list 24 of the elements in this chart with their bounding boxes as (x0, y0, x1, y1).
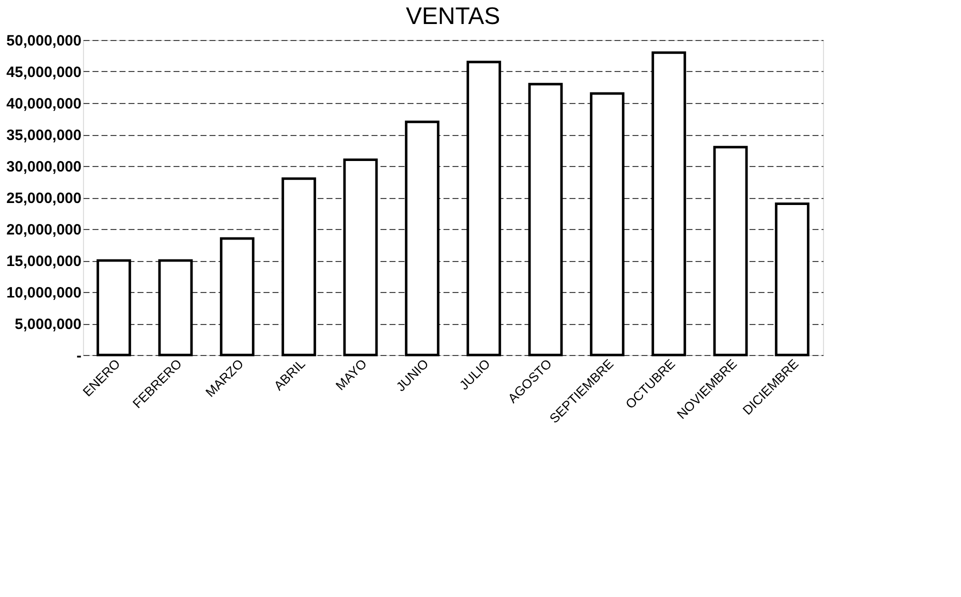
y-tick-label: 30,000,000 (6, 158, 82, 176)
bar (343, 158, 378, 356)
y-tick-label: 20,000,000 (6, 222, 82, 238)
y-tick-label: 40,000,000 (6, 96, 82, 112)
bar (590, 92, 624, 356)
bar (713, 146, 748, 356)
y-tick-label: 10,000,000 (6, 284, 82, 302)
y-tick-label: 35,000,000 (6, 127, 82, 144)
bar (282, 177, 316, 356)
bar (652, 51, 686, 356)
bar (96, 259, 132, 356)
y-tick-label: 45,000,000 (6, 64, 82, 81)
y-tick-label: 50,000,000 (6, 32, 82, 50)
bar (528, 82, 563, 356)
bar (466, 60, 502, 356)
bar (220, 237, 254, 356)
y-tick-label: 5,000,000 (14, 316, 82, 333)
bar (158, 259, 193, 356)
y-tick-label: - (76, 348, 82, 364)
y-tick-label: 15,000,000 (6, 253, 82, 270)
chart-title: VENTAS (406, 3, 500, 30)
y-tick-label: 25,000,000 (6, 190, 82, 207)
bar (774, 202, 810, 356)
bar (404, 120, 440, 356)
